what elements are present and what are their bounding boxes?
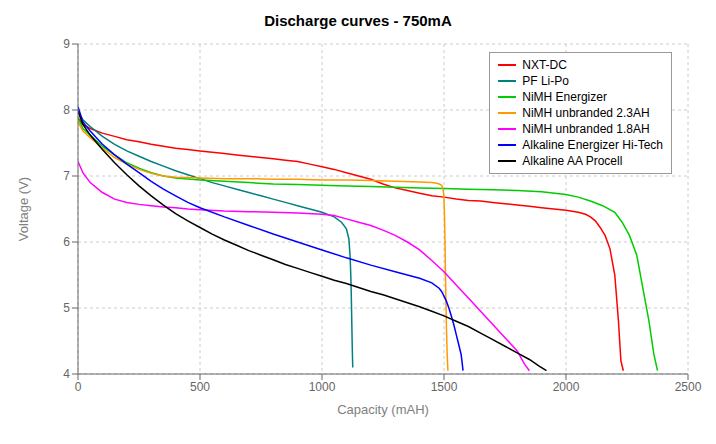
svg-text:1500: 1500 <box>431 380 458 394</box>
svg-text:1000: 1000 <box>309 380 336 394</box>
svg-text:2500: 2500 <box>675 380 702 394</box>
svg-text:8: 8 <box>63 103 70 117</box>
svg-text:5: 5 <box>63 301 70 315</box>
svg-text:500: 500 <box>190 380 210 394</box>
svg-text:9: 9 <box>63 37 70 51</box>
svg-text:7: 7 <box>63 169 70 183</box>
html-text:NiMH Energizer: NiMH Energizer <box>522 90 607 104</box>
svg-text:4: 4 <box>63 367 70 381</box>
html-text:NXT-DC: NXT-DC <box>522 58 567 72</box>
svg-text:0: 0 <box>75 380 82 394</box>
html-text:NiMH unbranded 2.3AH: NiMH unbranded 2.3AH <box>522 106 650 120</box>
html-text:PF Li-Po: PF Li-Po <box>522 74 569 88</box>
svg-text:Capacity (mAH): Capacity (mAH) <box>337 402 429 417</box>
html-text:Alkaline AA Procell: Alkaline AA Procell <box>522 154 623 168</box>
html-text:NiMH unbranded 1.8AH: NiMH unbranded 1.8AH <box>522 122 650 136</box>
svg-text:2000: 2000 <box>553 380 580 394</box>
html-text:Discharge curves - 750mA: Discharge curves - 750mA <box>264 12 452 29</box>
html-text:Alkaline Energizer Hi-Tech: Alkaline Energizer Hi-Tech <box>522 138 663 152</box>
svg-text:Voltage (V): Voltage (V) <box>16 177 31 241</box>
svg-text:6: 6 <box>63 235 70 249</box>
